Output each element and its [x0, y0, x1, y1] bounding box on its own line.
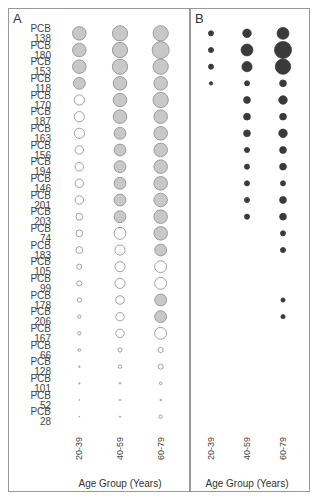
svg-text:20-39: 20-39	[74, 437, 84, 460]
svg-text:40-59: 40-59	[242, 437, 252, 460]
svg-text:Age Group (Years): Age Group (Years)	[78, 478, 161, 489]
svg-text:40-59: 40-59	[115, 437, 125, 460]
svg-text:20-39: 20-39	[206, 437, 216, 460]
svg-text:Age Group (Years): Age Group (Years)	[205, 478, 288, 489]
svg-text:PCB28: PCB28	[30, 406, 51, 427]
svg-text:60-79: 60-79	[278, 437, 288, 460]
svg-text:60-79: 60-79	[156, 437, 166, 460]
